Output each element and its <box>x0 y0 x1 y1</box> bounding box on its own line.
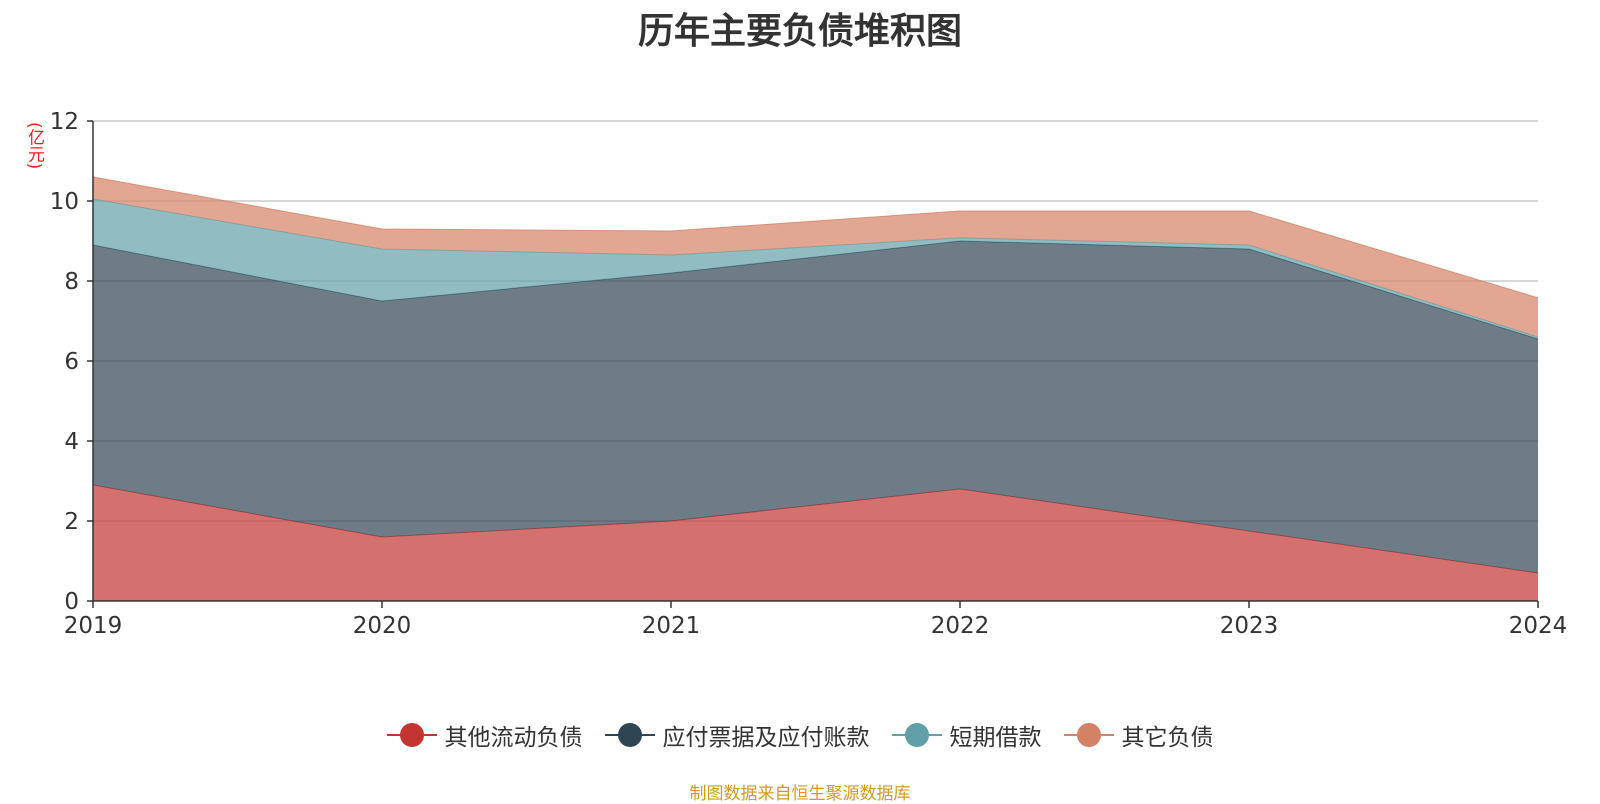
x-tick-label: 2024 <box>1509 613 1568 639</box>
y-tick-label: 10 <box>50 189 79 215</box>
x-tick-label: 2019 <box>64 613 123 639</box>
legend-item-2[interactable]: 应付票据及应付账款 <box>604 718 870 752</box>
y-tick-label: 4 <box>64 429 79 455</box>
y-tick-label: 12 <box>50 109 79 135</box>
chart-title: 历年主要负债堆积图 <box>637 11 962 52</box>
legend-marker-icon <box>604 722 655 748</box>
x-tick-label: 2020 <box>353 613 412 639</box>
area-series-4 <box>93 177 1538 337</box>
area-series-4-edge <box>92 176 1539 299</box>
legend-item-1[interactable]: 其他流动负债 <box>386 718 583 752</box>
y-tick-label: 6 <box>64 349 79 375</box>
x-tick-label: 2023 <box>1220 613 1279 639</box>
y-tick-label: 2 <box>64 509 79 535</box>
legend-marker-icon <box>1063 722 1114 748</box>
x-tick-label: 2022 <box>931 613 990 639</box>
x-tick-label: 2021 <box>642 613 701 639</box>
legend-label: 其他流动负债 <box>444 725 583 751</box>
area-series-3 <box>93 199 1538 339</box>
source-note: 制图数据来自恒生聚源数据库 <box>689 784 911 804</box>
legend-marker-icon <box>891 722 942 748</box>
area-series-2 <box>93 241 1538 573</box>
legend-label: 短期借款 <box>949 725 1042 751</box>
legend-marker-icon <box>386 722 437 748</box>
area-series-layer <box>92 176 1539 601</box>
legend-label: 应付票据及应付账款 <box>662 725 870 751</box>
area-series-1 <box>93 485 1538 601</box>
y-tick-label: 8 <box>64 269 79 295</box>
legend: 其他流动负债 应付票据及应付账款 短期借款 其它负债 <box>0 718 1600 752</box>
legend-label: 其它负债 <box>1121 725 1214 751</box>
axes: 0 2 4 6 8 10 12 2019 2020 2021 2022 2023 2024 <box>50 109 1568 639</box>
y-axis-unit-label: (亿元) <box>24 122 44 170</box>
y-tick-label: 0 <box>64 589 79 615</box>
legend-item-3[interactable]: 短期借款 <box>891 718 1042 752</box>
legend-item-4[interactable]: 其它负债 <box>1063 718 1214 752</box>
